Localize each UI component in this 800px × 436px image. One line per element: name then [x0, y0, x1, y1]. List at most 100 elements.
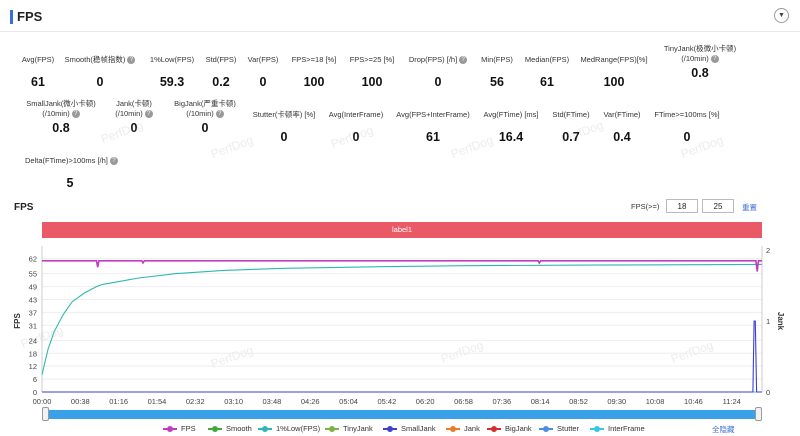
metric-label-text: Var(FPS) [247, 55, 279, 64]
scrollbar-left-handle[interactable] [42, 407, 49, 421]
metric-value: 0.7 [562, 130, 580, 144]
metric-label: Smooth(稳帧指数)? [55, 55, 145, 65]
metric-label-text: SmallJank(微小卡顿) [26, 99, 96, 108]
metric-card: Avg(InterFrame) 0 [311, 110, 401, 144]
y-tick-label: 37 [29, 308, 37, 317]
x-tick-label: 05:42 [377, 397, 396, 406]
metric-card: FPS>=25 [%] 100 [327, 55, 417, 89]
help-icon[interactable]: ? [71, 110, 80, 119]
y-tick-label: 12 [29, 362, 37, 371]
metric-label: Median(FPS) [502, 55, 592, 65]
legend-item[interactable]: Stutter [539, 424, 579, 433]
metric-card: Var(FPS) 0 [218, 55, 308, 89]
legend-swatch-icon [446, 426, 460, 433]
x-tick-label: 10:08 [646, 397, 665, 406]
y-tick-label: 31 [29, 321, 37, 330]
metric-label-text: MedRange(FPS)[%] [580, 55, 648, 64]
x-tick-label: 04:26 [301, 397, 320, 406]
metric-card: FTime>=100ms [%] 0 [642, 110, 732, 144]
metric-card: Min(FPS) 56 [452, 55, 542, 89]
metric-label-unit: (/10min) [42, 109, 70, 118]
metric-label: Min(FPS) [452, 55, 542, 65]
metric-value: 61 [31, 75, 45, 89]
help-icon[interactable]: ? [109, 157, 118, 166]
metric-label: Avg(FPS+InterFrame) [388, 110, 478, 120]
time-range-scrollbar[interactable] [42, 410, 762, 419]
metric-label: Avg(FTime) [ms] [466, 110, 556, 120]
legend-item[interactable]: SmallJank [383, 424, 436, 433]
metric-label: Delta(FTime)>100ms [/h]? [25, 156, 118, 166]
legend-label: SmallJank [401, 424, 436, 433]
help-icon[interactable]: ? [127, 56, 136, 65]
help-icon[interactable]: ? [144, 110, 153, 119]
label-band[interactable]: label1 [42, 222, 762, 238]
legend-item[interactable]: 1%Low(FPS) [258, 424, 320, 433]
metric-label: BigJank(严重卡顿) (/10min)? [160, 99, 250, 119]
metric-label-text: Var(FTime) [603, 110, 641, 119]
metric-card: Median(FPS) 61 [502, 55, 592, 89]
hide-all-button[interactable]: 全隐藏 [712, 425, 735, 434]
fps-threshold-input-1[interactable] [666, 199, 698, 213]
x-tick-label: 11:24 [723, 397, 741, 406]
x-tick-label: 00:00 [33, 397, 52, 406]
metric-label-text: Median(FPS) [524, 55, 570, 64]
metric-card: TinyJank(极微小卡顿) (/10min)? 0.8 [655, 44, 745, 80]
metric-card: Jank(卡顿) (/10min)? 0 [89, 99, 179, 135]
metric-card: Std(FPS) 0.2 [176, 55, 266, 89]
legend-item[interactable]: Jank [446, 424, 480, 433]
metric-value: 0.2 [212, 75, 230, 89]
header-accent-bar [10, 10, 13, 24]
x-tick-label: 10:46 [684, 397, 703, 406]
metric-label: Drop(FPS) [/h]? [393, 55, 483, 65]
metric-label-text: Stutter(卡顿率) [%] [252, 110, 316, 119]
help-icon[interactable]: ? [459, 56, 468, 65]
y-tick-label: 55 [29, 270, 37, 279]
x-tick-label: 09:30 [607, 397, 626, 406]
metric-label-text: Jank(卡顿) [116, 99, 152, 108]
metric-label-text: Min(FPS) [481, 55, 513, 64]
legend-label: 1%Low(FPS) [276, 424, 321, 433]
metric-label: FPS>=18 [%] [269, 55, 359, 65]
metric-card: BigJank(严重卡顿) (/10min)? 0 [160, 99, 250, 135]
fps-threshold-input-2[interactable] [702, 199, 734, 213]
scrollbar-right-handle[interactable] [755, 407, 762, 421]
collapse-chevron-icon[interactable]: ▼ [774, 8, 789, 23]
metric-label: MedRange(FPS)[%] [569, 55, 659, 65]
legend-item[interactable]: InterFrame [590, 424, 645, 433]
metric-label-text: Avg(FTime) [ms] [483, 110, 539, 119]
metric-value: 0.8 [52, 121, 70, 135]
legend-item[interactable]: FPS [163, 424, 196, 433]
legend-label: Stutter [557, 424, 580, 433]
metric-label-text: Avg(InterFrame) [328, 110, 384, 119]
metric-label: Var(FTime) [577, 110, 667, 120]
metric-label-unit: (/10min) [681, 54, 709, 63]
metric-value: 100 [603, 75, 625, 89]
y2-tick-label: 1 [766, 317, 770, 326]
legend-item[interactable]: Smooth [208, 424, 252, 433]
legend-item[interactable]: BigJank [487, 424, 532, 433]
fps-chart-title: FPS [14, 202, 34, 213]
x-tick-label: 08:52 [569, 397, 588, 406]
help-icon[interactable]: ? [710, 55, 719, 64]
legend-label: Smooth [226, 424, 252, 433]
chart-legend: FPS Smooth 1%Low(FPS) TinyJank SmallJank Jank… [0, 424, 800, 436]
metric-label-text: Std(FTime) [552, 110, 590, 119]
metric-card: Avg(FTime) [ms] 16.4 [466, 110, 556, 144]
metric-label: Std(FPS) [176, 55, 266, 65]
metric-value: 61 [540, 75, 554, 89]
x-tick-label: 06:58 [454, 397, 473, 406]
metric-value: 0.8 [691, 66, 709, 80]
metric-card: Avg(FPS) 61 [0, 55, 83, 89]
legend-item[interactable]: TinyJank [325, 424, 373, 433]
metric-label-text: Drop(FPS) [/h] [408, 55, 458, 64]
x-tick-label: 01:54 [148, 397, 167, 406]
help-icon[interactable]: ? [215, 110, 224, 119]
metric-value: 5 [66, 176, 74, 190]
metric-label-text: Std(FPS) [205, 55, 237, 64]
reset-button[interactable]: 重置 [742, 203, 757, 212]
y2-tick-label: 0 [766, 388, 770, 397]
fps-threshold-label: FPS(>=) [631, 202, 660, 211]
x-tick-label: 05:04 [339, 397, 358, 406]
metric-label: FPS>=25 [%] [327, 55, 417, 65]
